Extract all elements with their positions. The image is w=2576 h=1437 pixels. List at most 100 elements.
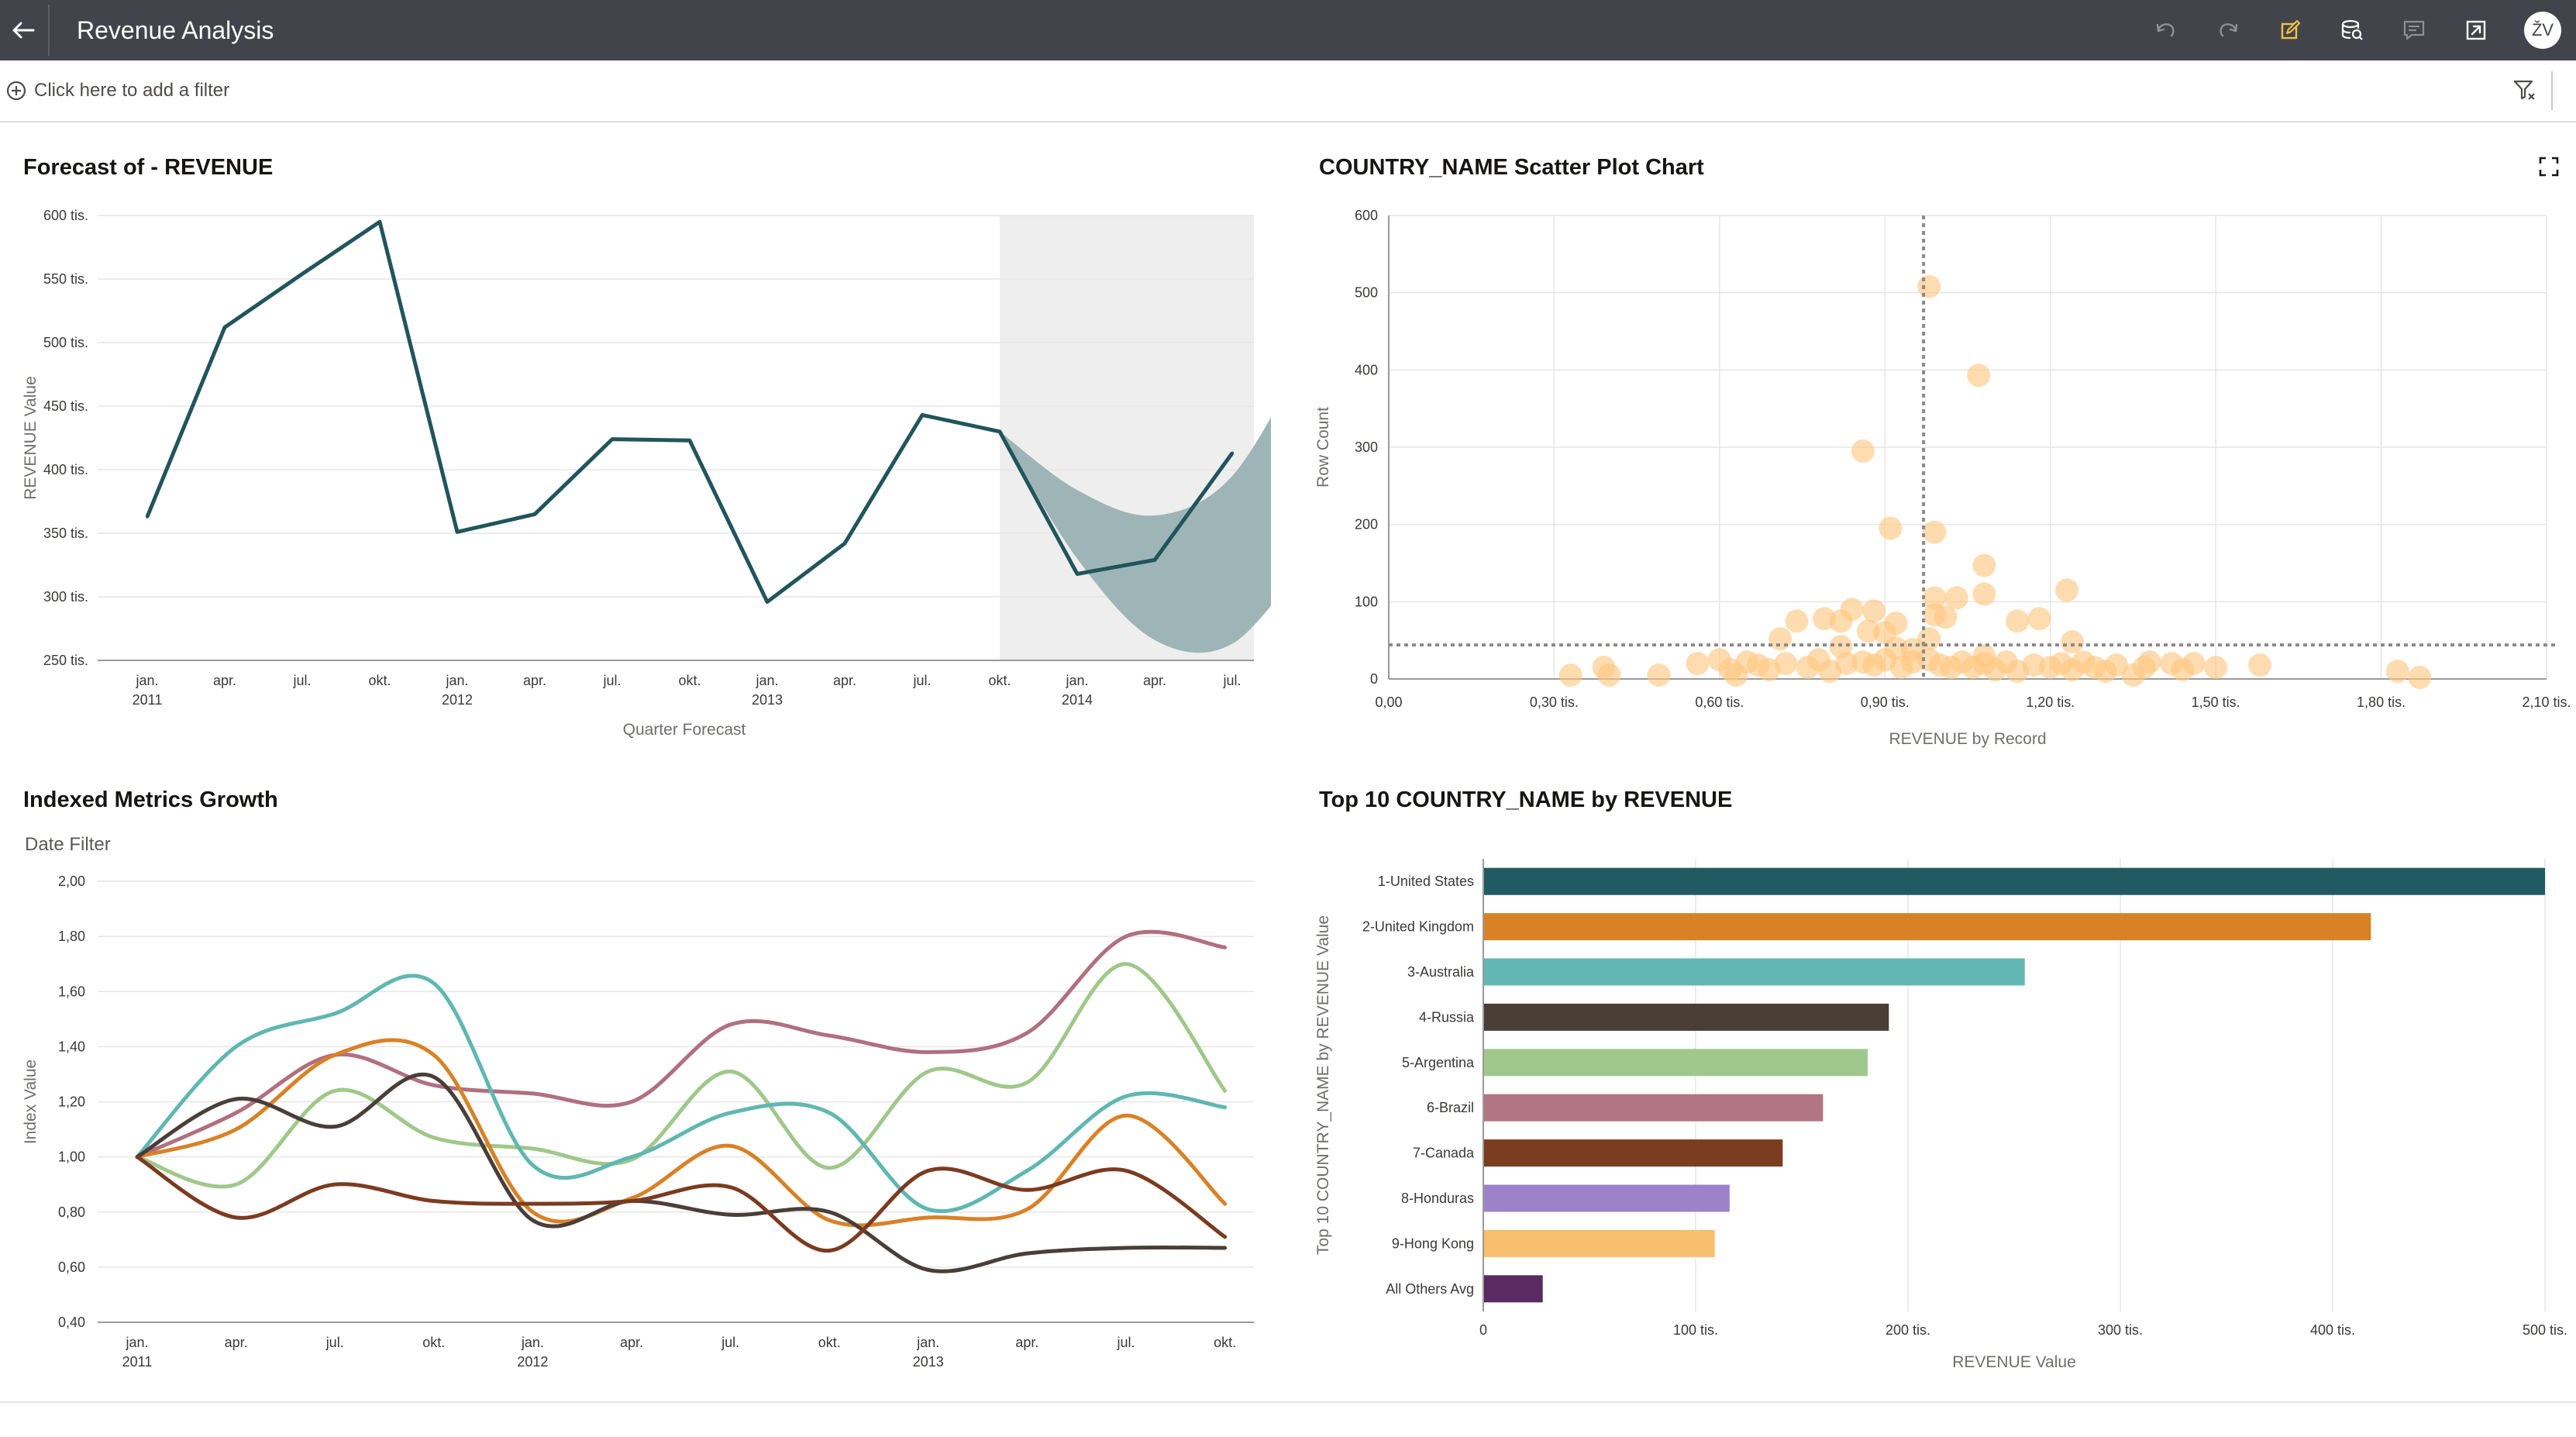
scatter-point — [1972, 644, 1996, 668]
y-tick-label: 500 — [1355, 285, 1378, 301]
x-tick-label: jan. — [125, 1335, 148, 1350]
y-tick-label: 100 — [1355, 594, 1378, 609]
maximize-button[interactable] — [2536, 153, 2562, 180]
x-tick-label: 0,90 tis. — [1861, 694, 1910, 710]
index-series-line-6 — [135, 1155, 1228, 1253]
y-tick-label: 1,80 — [58, 929, 85, 944]
scatter-point — [1917, 274, 1941, 298]
scatter-point — [1879, 516, 1903, 540]
y-tick-label: 1,00 — [58, 1149, 85, 1165]
x-tick-label: apr. — [833, 673, 856, 688]
back-button[interactable] — [0, 0, 46, 60]
export-button[interactable] — [2463, 17, 2489, 43]
scatter-point — [2248, 653, 2272, 677]
category-label: 4-Russia — [1419, 1009, 1475, 1025]
x-tick-label: 0 — [1479, 1322, 1487, 1338]
page-title: Revenue Analysis — [77, 16, 274, 44]
data-button[interactable] — [2339, 17, 2365, 43]
x-tick-year: 2012 — [442, 692, 473, 708]
comments-button[interactable] — [2401, 17, 2427, 43]
x-tick-label: 0,60 tis. — [1695, 694, 1744, 710]
scatter-point — [1647, 663, 1671, 687]
user-avatar[interactable]: ŽV — [2524, 12, 2561, 49]
y-tick-label: 0 — [1370, 671, 1378, 687]
x-tick-label: jan. — [1065, 673, 1088, 688]
bar — [1483, 913, 2371, 941]
scatter-point — [2204, 656, 2228, 680]
revenue-point — [998, 429, 1001, 433]
x-tick-label: okt. — [368, 673, 391, 688]
scatter-chart: 600 500 400 300 200 100 0 0,00 0,30 tis. 0,60 tis… — [1314, 208, 2571, 748]
y-axis-title: Index Value — [22, 1060, 40, 1144]
scatter-point — [1686, 652, 1710, 676]
top-bar-separator — [48, 5, 50, 56]
bar — [1483, 867, 2545, 895]
index-series-line-5 — [135, 1072, 1228, 1273]
redo-icon — [2220, 23, 2238, 37]
export-icon — [2466, 20, 2486, 40]
y-tick-label: 1,40 — [58, 1039, 85, 1054]
category-label: 6-Brazil — [1427, 1100, 1474, 1115]
add-circle-icon — [6, 81, 26, 101]
x-tick-label: okt. — [422, 1335, 445, 1350]
bar — [1483, 1003, 1889, 1031]
edit-icon — [2281, 19, 2301, 40]
category-label: 3-Australia — [1407, 964, 1475, 980]
scatter-point — [1972, 553, 1996, 577]
x-tick-label: 1,20 tis. — [2026, 694, 2075, 710]
y-tick-label: 500 tis. — [43, 335, 88, 350]
bar — [1483, 958, 2025, 986]
add-filter-button[interactable]: Click here to add a filter — [6, 76, 229, 105]
maximize-icon — [2539, 157, 2559, 177]
bar — [1483, 1184, 1730, 1212]
comments-icon — [2403, 20, 2425, 40]
scatter-point — [2027, 607, 2051, 631]
y-axis-title: Row Count — [1314, 407, 1332, 488]
index-series-line-3 — [135, 974, 1228, 1214]
forecast-panel-title: Forecast of - REVENUE — [23, 155, 274, 180]
bar — [1483, 1229, 1715, 1257]
x-tick-label: jul. — [1116, 1335, 1135, 1350]
category-label: All Others Avg — [1386, 1281, 1474, 1297]
y-tick-label: 350 tis. — [43, 526, 88, 541]
scatter-point — [2385, 660, 2409, 684]
revenue-point — [223, 326, 226, 329]
x-tick-year: 2011 — [133, 692, 163, 708]
revenue-point — [378, 220, 381, 224]
scatter-point — [2006, 609, 2030, 633]
scatter-point — [1967, 364, 1991, 388]
x-tick-year: 2012 — [517, 1354, 548, 1370]
redo-button[interactable] — [2215, 17, 2241, 43]
x-tick-label: 500 tis. — [2523, 1322, 2567, 1338]
back-arrow-icon — [12, 22, 35, 39]
x-tick-label: 400 tis. — [2310, 1322, 2355, 1338]
x-tick-label: jan. — [135, 673, 158, 688]
x-axis-title: REVENUE by Record — [1889, 730, 2046, 748]
x-tick-label: apr. — [523, 673, 546, 688]
scatter-point — [1597, 663, 1621, 687]
revenue-point — [921, 413, 924, 417]
x-tick-label: jul. — [602, 673, 621, 688]
x-tick-label: jul. — [721, 1335, 739, 1350]
x-tick-label: jul. — [912, 673, 931, 688]
revenue-point — [688, 439, 691, 443]
category-label: 2-United Kingdom — [1362, 919, 1474, 935]
undo-icon — [2156, 23, 2175, 37]
x-tick-label: 100 tis. — [1673, 1322, 1718, 1338]
revenue-point — [766, 600, 769, 604]
y-tick-label: 550 tis. — [43, 271, 88, 287]
scatter-point — [2182, 652, 2206, 676]
y-tick-label: 0,40 — [58, 1315, 85, 1330]
edit-button[interactable] — [2277, 17, 2303, 43]
indexed-panel-title: Indexed Metrics Growth — [23, 787, 278, 812]
filter-settings-button[interactable] — [2511, 76, 2539, 104]
filter-icon — [2513, 80, 2535, 100]
x-tick-label: 1,80 tis. — [2357, 694, 2406, 710]
x-tick-label: okt. — [818, 1335, 841, 1350]
scatter-point — [1813, 607, 1837, 631]
date-filter-label[interactable]: Date Filter — [25, 834, 111, 855]
undo-button[interactable] — [2153, 17, 2179, 43]
y-tick-label: 300 tis. — [43, 589, 88, 605]
x-tick-label: jul. — [292, 673, 311, 688]
x-tick-year: 2013 — [913, 1354, 944, 1370]
